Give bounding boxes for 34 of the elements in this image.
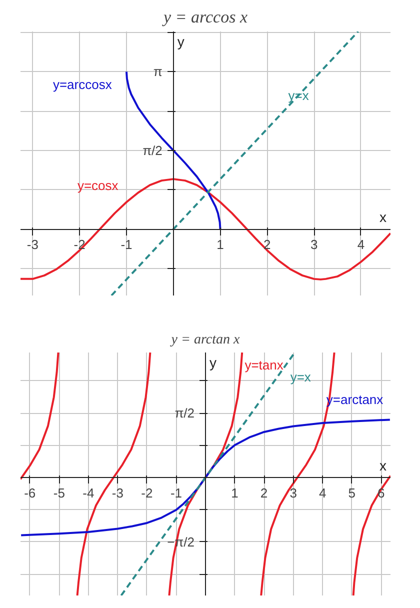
- x-tick-label: -3: [112, 485, 124, 500]
- x-tick-label: -2: [74, 237, 86, 252]
- x-tick-label: 1: [216, 237, 224, 252]
- x-tick-label: 4: [318, 485, 326, 500]
- x-axis-title: x: [380, 457, 386, 474]
- y-axis-title: y: [177, 34, 184, 50]
- y-tick-label: π: [153, 64, 162, 80]
- series-label: y=arccosx: [52, 77, 112, 92]
- series-label: y=x: [290, 370, 312, 385]
- line-series: [20, 418, 390, 536]
- chart-title: y = arctan x: [169, 332, 240, 348]
- x-tick-label: 2: [264, 237, 271, 252]
- x-tick-label: -4: [82, 485, 94, 500]
- chart-title: y = arccos x: [162, 8, 248, 26]
- y-tick-label: π/2: [174, 406, 194, 421]
- series-label: y=cosx: [77, 178, 119, 194]
- x-tick-label: 5: [348, 485, 356, 500]
- x-tick-label: -6: [24, 485, 36, 500]
- x-tick-label: -1: [120, 237, 132, 252]
- x-tick-label: -1: [170, 485, 182, 500]
- x-tick-label: 3: [290, 485, 297, 500]
- x-tick-label: -3: [26, 237, 38, 252]
- x-axis-title: x: [380, 209, 386, 226]
- x-tick-label: 3: [310, 237, 318, 252]
- x-tick-label: -2: [141, 485, 153, 500]
- x-tick-label: 4: [357, 237, 365, 252]
- y-axis-title: y: [210, 354, 216, 370]
- series-label: y=tanx: [244, 357, 284, 372]
- x-tick-label: 1: [231, 485, 238, 500]
- line-series: [20, 178, 390, 280]
- x-tick-label: -5: [53, 485, 65, 500]
- x-tick-label: 2: [260, 485, 268, 500]
- y-tick-label: π/2: [142, 142, 162, 158]
- line-series: [125, 70, 222, 230]
